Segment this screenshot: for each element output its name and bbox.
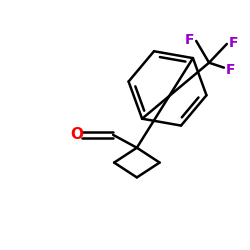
Text: F: F (229, 36, 238, 50)
Text: F: F (226, 62, 235, 76)
Text: O: O (70, 128, 83, 142)
Text: F: F (185, 33, 194, 47)
